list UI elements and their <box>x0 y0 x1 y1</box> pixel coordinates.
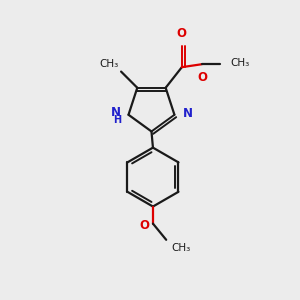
Text: CH₃: CH₃ <box>231 58 250 68</box>
Text: O: O <box>140 219 149 232</box>
Text: N: N <box>111 106 121 119</box>
Text: CH₃: CH₃ <box>171 243 190 253</box>
Text: N: N <box>183 107 193 120</box>
Text: CH₃: CH₃ <box>99 58 118 69</box>
Text: O: O <box>176 27 186 40</box>
Text: H: H <box>113 115 122 125</box>
Text: O: O <box>197 71 208 84</box>
